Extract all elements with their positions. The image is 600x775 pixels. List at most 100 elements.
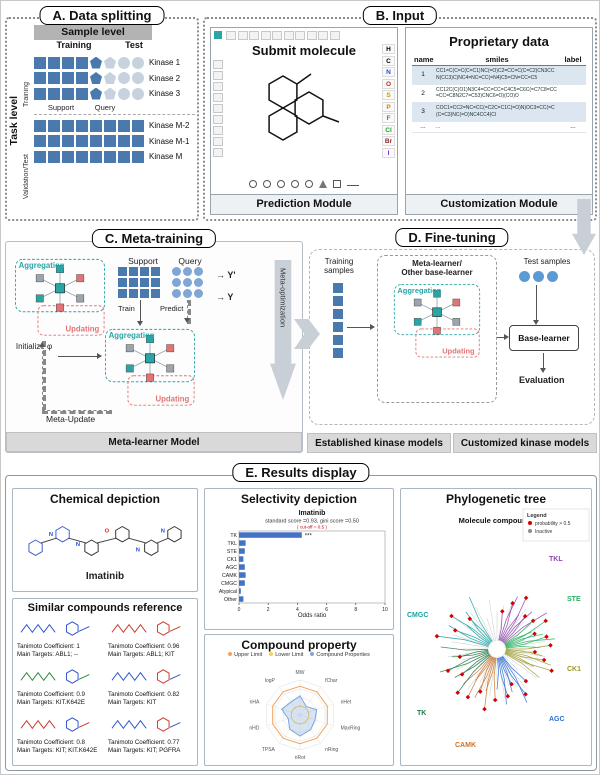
- atom-label: N: [136, 548, 140, 554]
- zoom-icon[interactable]: [318, 31, 328, 40]
- query-sample-circle: [172, 278, 181, 287]
- svg-text:nHA: nHA: [250, 699, 260, 705]
- open-icon[interactable]: [237, 31, 248, 40]
- support-sample-square: [118, 278, 127, 287]
- chain-icon[interactable]: [347, 182, 359, 186]
- sample-marker: [90, 150, 102, 163]
- ring5-icon[interactable]: [277, 180, 285, 188]
- phylogenetic-tree-heading: Phylogenetic tree: [445, 492, 547, 506]
- legend-entry: Lower Limit: [269, 652, 303, 658]
- aggregation-label: Aggregation: [19, 261, 65, 270]
- ring4-icon[interactable]: [263, 180, 271, 188]
- ring6-icon[interactable]: [291, 180, 299, 188]
- redo-icon[interactable]: [306, 31, 317, 40]
- kinase-row: Kinase 2: [34, 72, 195, 84]
- triple-bond-icon[interactable]: [213, 126, 223, 135]
- sample-marker: [90, 119, 102, 132]
- sample-marker: [118, 135, 130, 147]
- sample-marker: [76, 56, 88, 69]
- help-icon[interactable]: [329, 31, 340, 40]
- gnn-diagram: Aggregation Updating: [104, 328, 196, 406]
- svg-text:nHD: nHD: [249, 726, 259, 732]
- element-button-I[interactable]: I: [382, 147, 395, 158]
- svg-text:2: 2: [267, 607, 270, 613]
- paste-icon[interactable]: [283, 31, 294, 40]
- training-samples-label: Training samples: [324, 257, 354, 275]
- similar-compound-structure: [20, 669, 90, 684]
- svg-text:CK1: CK1: [227, 557, 237, 563]
- kinase-group-label: TKL: [549, 556, 563, 563]
- updating-label: Updating: [442, 347, 475, 356]
- select-icon[interactable]: [213, 60, 223, 69]
- base-learner-box: Base-learner: [509, 325, 579, 351]
- query-sample-circle: [172, 289, 181, 298]
- initialize-arrow: [58, 352, 102, 359]
- element-button-P[interactable]: P: [382, 101, 395, 112]
- sample-marker: [34, 119, 46, 132]
- single-bond-icon[interactable]: [213, 104, 223, 113]
- element-button-Br[interactable]: Br: [382, 136, 395, 146]
- triangle-icon[interactable]: [319, 180, 327, 188]
- task-level-axis: Task level: [7, 29, 21, 213]
- test-sample-circle: [547, 271, 558, 282]
- meta-to-base-arrow: [497, 333, 509, 340]
- sample-marker: [104, 119, 116, 132]
- sample-marker: [132, 72, 144, 84]
- svg-text:***: ***: [305, 533, 313, 539]
- similar-compounds-box: Similar compounds reference Tanimoto Coe…: [12, 598, 198, 766]
- benzene-icon[interactable]: [305, 180, 313, 188]
- element-button-Cl[interactable]: Cl: [382, 124, 395, 135]
- cell-name: 3: [421, 108, 425, 116]
- cell-name: ...: [420, 123, 426, 131]
- stereo-up-icon[interactable]: [213, 137, 223, 146]
- svg-text:STE: STE: [227, 549, 238, 555]
- tanimoto-coefficient: Tanimoto Coefficient: 0.8: [17, 739, 85, 746]
- element-button-S[interactable]: S: [382, 90, 395, 100]
- cut-icon[interactable]: [260, 31, 271, 40]
- atom-label: N: [76, 542, 80, 548]
- legend-entry: Compound Properties: [310, 652, 370, 658]
- panel-d-title: D. Fine-tuning: [395, 228, 509, 247]
- aggregation-label: Aggregation: [397, 286, 441, 295]
- legend-dot-icon: [269, 652, 274, 656]
- element-button-F[interactable]: F: [382, 113, 395, 123]
- kinase-row: Kinase 3: [34, 87, 195, 100]
- gnn-fine-tune: Aggregation Updating: [393, 283, 481, 364]
- new-icon[interactable]: [226, 31, 236, 40]
- svg-text:Imatinib: Imatinib: [299, 510, 326, 517]
- element-button-C[interactable]: C: [382, 55, 395, 66]
- erase-icon[interactable]: [213, 71, 223, 80]
- molecule-canvas[interactable]: [239, 62, 369, 171]
- kinase-label: Kinase 1: [149, 58, 181, 67]
- y-true-label: → Y: [216, 292, 234, 302]
- charge-minus-icon[interactable]: [213, 93, 223, 102]
- sample-marker: [34, 56, 46, 69]
- svg-text:nRing: nRing: [325, 747, 338, 753]
- svg-text:Atypical: Atypical: [219, 589, 237, 595]
- sample-marker: [34, 87, 46, 100]
- meta-optimization-label: Meta-optimization: [278, 268, 288, 328]
- copy-icon[interactable]: [272, 31, 282, 40]
- support-sample-square: [151, 267, 160, 276]
- tree-legend-entry: Inactive: [535, 529, 552, 535]
- stereo-down-icon[interactable]: [213, 148, 223, 157]
- cell-label: [560, 85, 586, 103]
- element-button-N[interactable]: N: [382, 67, 395, 77]
- svg-text:TKL: TKL: [227, 541, 237, 547]
- element-button-H[interactable]: H: [382, 44, 395, 54]
- double-bond-icon[interactable]: [213, 115, 223, 124]
- kinase-label: Kinase M-1: [149, 136, 190, 146]
- cell-smiles: COC1=CC2=NC=CC(=C2C=C1C(=O)N)OC3=CC(=C(C…: [436, 105, 555, 118]
- ring3-icon[interactable]: [249, 180, 257, 188]
- save-icon[interactable]: [249, 31, 259, 40]
- sample-marker: [48, 119, 60, 132]
- tree-legend-title: Legend: [527, 513, 547, 519]
- undo-icon[interactable]: [295, 31, 305, 40]
- training-sample-square: [333, 309, 343, 319]
- sample-marker: [48, 135, 60, 147]
- tanimoto-coefficient: Tanimoto Coefficient: 0.9: [17, 691, 85, 698]
- square-icon[interactable]: [333, 180, 341, 188]
- element-button-O[interactable]: O: [382, 78, 395, 89]
- charge-plus-icon[interactable]: [213, 82, 223, 91]
- test-sample-circle: [533, 271, 544, 282]
